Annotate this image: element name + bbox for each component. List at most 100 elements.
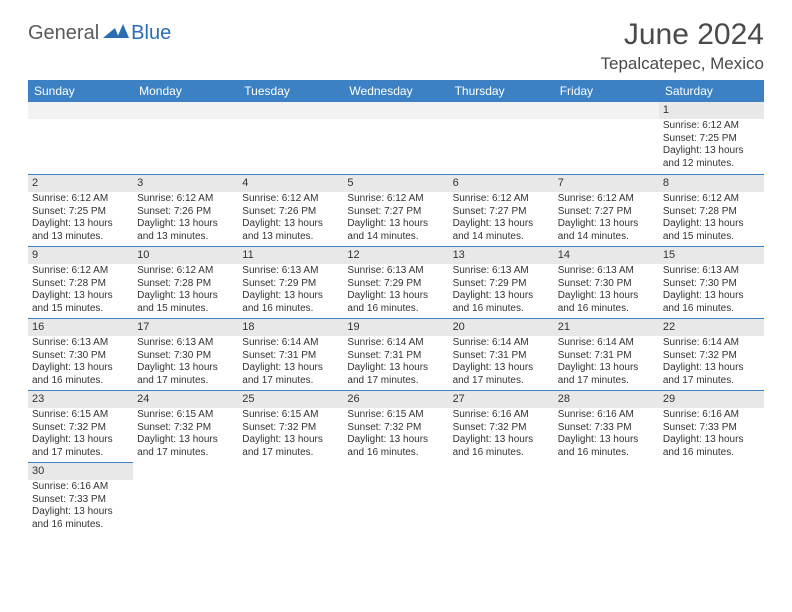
day-details: Sunrise: 6:14 AMSunset: 7:31 PMDaylight:… <box>238 336 343 389</box>
sunrise-text: Sunrise: 6:12 AM <box>137 265 234 278</box>
day-details: Sunrise: 6:12 AMSunset: 7:28 PMDaylight:… <box>133 264 238 317</box>
day-details: Sunrise: 6:12 AMSunset: 7:26 PMDaylight:… <box>238 192 343 245</box>
sunrise-text: Sunrise: 6:12 AM <box>242 193 339 206</box>
calendar-cell: 4Sunrise: 6:12 AMSunset: 7:26 PMDaylight… <box>238 174 343 246</box>
calendar-cell <box>554 102 659 174</box>
calendar-cell: 7Sunrise: 6:12 AMSunset: 7:27 PMDaylight… <box>554 174 659 246</box>
sunrise-text: Sunrise: 6:14 AM <box>242 337 339 350</box>
daylight-text: Daylight: 13 hours and 16 minutes. <box>453 290 550 315</box>
calendar-cell: 19Sunrise: 6:14 AMSunset: 7:31 PMDayligh… <box>343 318 448 390</box>
sunset-text: Sunset: 7:30 PM <box>137 350 234 363</box>
sunset-text: Sunset: 7:25 PM <box>32 206 129 219</box>
sunrise-text: Sunrise: 6:12 AM <box>453 193 550 206</box>
day-details: Sunrise: 6:13 AMSunset: 7:29 PMDaylight:… <box>449 264 554 317</box>
daylight-text: Daylight: 13 hours and 16 minutes. <box>558 434 655 459</box>
calendar-cell: 2Sunrise: 6:12 AMSunset: 7:25 PMDaylight… <box>28 174 133 246</box>
sunset-text: Sunset: 7:33 PM <box>32 494 129 507</box>
day-details: Sunrise: 6:12 AMSunset: 7:27 PMDaylight:… <box>343 192 448 245</box>
daylight-text: Daylight: 13 hours and 13 minutes. <box>242 218 339 243</box>
daylight-text: Daylight: 13 hours and 15 minutes. <box>663 218 760 243</box>
sunrise-text: Sunrise: 6:12 AM <box>32 265 129 278</box>
day-details: Sunrise: 6:16 AMSunset: 7:33 PMDaylight:… <box>28 480 133 533</box>
day-details: Sunrise: 6:15 AMSunset: 7:32 PMDaylight:… <box>343 408 448 461</box>
day-number: 1 <box>659 102 764 119</box>
day-details: Sunrise: 6:13 AMSunset: 7:30 PMDaylight:… <box>554 264 659 317</box>
daylight-text: Daylight: 13 hours and 17 minutes. <box>32 434 129 459</box>
weekday-header: Friday <box>554 80 659 102</box>
sunset-text: Sunset: 7:28 PM <box>663 206 760 219</box>
sunset-text: Sunset: 7:33 PM <box>663 422 760 435</box>
day-number: 15 <box>659 246 764 264</box>
daylight-text: Daylight: 13 hours and 16 minutes. <box>32 506 129 531</box>
day-details: Sunrise: 6:14 AMSunset: 7:32 PMDaylight:… <box>659 336 764 389</box>
day-number: 29 <box>659 390 764 408</box>
empty-cell <box>449 102 554 119</box>
calendar-cell: 17Sunrise: 6:13 AMSunset: 7:30 PMDayligh… <box>133 318 238 390</box>
sunset-text: Sunset: 7:31 PM <box>347 350 444 363</box>
day-number: 30 <box>28 462 133 480</box>
sunrise-text: Sunrise: 6:12 AM <box>558 193 655 206</box>
day-number: 3 <box>133 174 238 192</box>
daylight-text: Daylight: 13 hours and 15 minutes. <box>32 290 129 315</box>
calendar-cell: 30Sunrise: 6:16 AMSunset: 7:33 PMDayligh… <box>28 462 133 534</box>
sunrise-text: Sunrise: 6:12 AM <box>663 193 760 206</box>
calendar-row: 1Sunrise: 6:12 AMSunset: 7:25 PMDaylight… <box>28 102 764 174</box>
calendar-cell: 21Sunrise: 6:14 AMSunset: 7:31 PMDayligh… <box>554 318 659 390</box>
logo: General Blue <box>28 22 171 45</box>
daylight-text: Daylight: 13 hours and 17 minutes. <box>137 434 234 459</box>
weekday-header: Thursday <box>449 80 554 102</box>
calendar-cell: 13Sunrise: 6:13 AMSunset: 7:29 PMDayligh… <box>449 246 554 318</box>
calendar-cell: 15Sunrise: 6:13 AMSunset: 7:30 PMDayligh… <box>659 246 764 318</box>
daylight-text: Daylight: 13 hours and 12 minutes. <box>663 145 760 170</box>
calendar-cell: 26Sunrise: 6:15 AMSunset: 7:32 PMDayligh… <box>343 390 448 462</box>
sunset-text: Sunset: 7:30 PM <box>558 278 655 291</box>
sunrise-text: Sunrise: 6:13 AM <box>558 265 655 278</box>
calendar-cell <box>343 102 448 174</box>
calendar-cell <box>28 102 133 174</box>
calendar-cell: 22Sunrise: 6:14 AMSunset: 7:32 PMDayligh… <box>659 318 764 390</box>
sunset-text: Sunset: 7:31 PM <box>453 350 550 363</box>
calendar-cell: 29Sunrise: 6:16 AMSunset: 7:33 PMDayligh… <box>659 390 764 462</box>
weekday-header: Saturday <box>659 80 764 102</box>
calendar-cell: 3Sunrise: 6:12 AMSunset: 7:26 PMDaylight… <box>133 174 238 246</box>
sunset-text: Sunset: 7:27 PM <box>453 206 550 219</box>
sunset-text: Sunset: 7:29 PM <box>347 278 444 291</box>
day-number: 26 <box>343 390 448 408</box>
sunrise-text: Sunrise: 6:13 AM <box>137 337 234 350</box>
day-number: 14 <box>554 246 659 264</box>
calendar-row: 30Sunrise: 6:16 AMSunset: 7:33 PMDayligh… <box>28 462 764 534</box>
day-details: Sunrise: 6:16 AMSunset: 7:32 PMDaylight:… <box>449 408 554 461</box>
calendar-cell: 9Sunrise: 6:12 AMSunset: 7:28 PMDaylight… <box>28 246 133 318</box>
sunset-text: Sunset: 7:25 PM <box>663 133 760 146</box>
calendar-cell: 11Sunrise: 6:13 AMSunset: 7:29 PMDayligh… <box>238 246 343 318</box>
calendar-cell: 14Sunrise: 6:13 AMSunset: 7:30 PMDayligh… <box>554 246 659 318</box>
day-number: 21 <box>554 318 659 336</box>
day-number: 9 <box>28 246 133 264</box>
sunset-text: Sunset: 7:32 PM <box>663 350 760 363</box>
day-details: Sunrise: 6:16 AMSunset: 7:33 PMDaylight:… <box>659 408 764 461</box>
calendar-cell <box>449 102 554 174</box>
daylight-text: Daylight: 13 hours and 13 minutes. <box>32 218 129 243</box>
calendar-cell: 25Sunrise: 6:15 AMSunset: 7:32 PMDayligh… <box>238 390 343 462</box>
calendar-cell: 10Sunrise: 6:12 AMSunset: 7:28 PMDayligh… <box>133 246 238 318</box>
calendar-row: 9Sunrise: 6:12 AMSunset: 7:28 PMDaylight… <box>28 246 764 318</box>
sunset-text: Sunset: 7:27 PM <box>347 206 444 219</box>
sunset-text: Sunset: 7:32 PM <box>347 422 444 435</box>
sunset-text: Sunset: 7:27 PM <box>558 206 655 219</box>
sunset-text: Sunset: 7:29 PM <box>242 278 339 291</box>
sunrise-text: Sunrise: 6:15 AM <box>242 409 339 422</box>
sunrise-text: Sunrise: 6:13 AM <box>32 337 129 350</box>
day-details: Sunrise: 6:12 AMSunset: 7:28 PMDaylight:… <box>659 192 764 245</box>
day-details: Sunrise: 6:15 AMSunset: 7:32 PMDaylight:… <box>238 408 343 461</box>
day-number: 16 <box>28 318 133 336</box>
day-details: Sunrise: 6:16 AMSunset: 7:33 PMDaylight:… <box>554 408 659 461</box>
day-details: Sunrise: 6:12 AMSunset: 7:25 PMDaylight:… <box>28 192 133 245</box>
day-number: 12 <box>343 246 448 264</box>
daylight-text: Daylight: 13 hours and 17 minutes. <box>242 362 339 387</box>
daylight-text: Daylight: 13 hours and 17 minutes. <box>453 362 550 387</box>
calendar-cell: 1Sunrise: 6:12 AMSunset: 7:25 PMDaylight… <box>659 102 764 174</box>
daylight-text: Daylight: 13 hours and 17 minutes. <box>347 362 444 387</box>
day-number: 7 <box>554 174 659 192</box>
calendar-cell: 18Sunrise: 6:14 AMSunset: 7:31 PMDayligh… <box>238 318 343 390</box>
calendar-cell <box>133 462 238 534</box>
